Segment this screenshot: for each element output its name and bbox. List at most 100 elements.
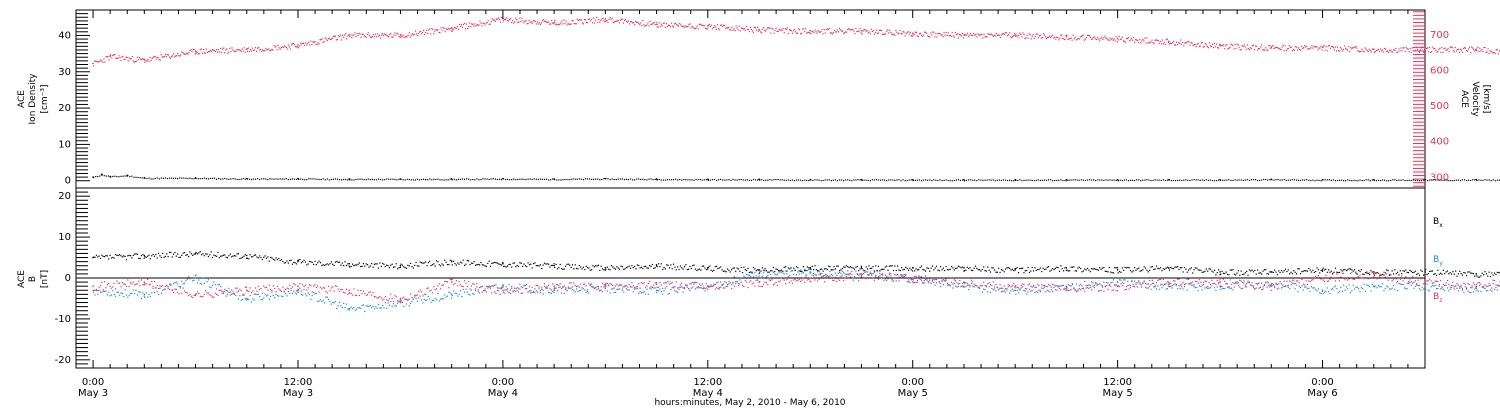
series-ion-density-point [978, 179, 980, 181]
series-ion-density-point [736, 179, 738, 181]
series-velocity-point [729, 29, 731, 31]
series-velocity-point [602, 17, 604, 19]
series-velocity-point [402, 34, 404, 36]
series-velocity-point [211, 49, 214, 51]
series-velocity-point [158, 59, 160, 61]
series-velocity-point [1487, 48, 1489, 50]
series-bx-point [313, 263, 315, 266]
series-ion-density-point [603, 178, 605, 180]
series-velocity-point [417, 33, 420, 35]
series-bx-point [682, 268, 684, 270]
series-bx-point [1007, 267, 1009, 269]
series-velocity-point [133, 61, 135, 63]
series-velocity-point [424, 33, 426, 36]
series-velocity-point [627, 20, 630, 22]
series-bx-point [1023, 272, 1025, 274]
series-velocity-point [804, 30, 806, 33]
series-ion-density-point [1412, 179, 1414, 181]
series-ion-density-point [580, 178, 582, 180]
series-bx-point [643, 265, 645, 268]
series-bx-point [1077, 267, 1079, 269]
series-velocity-point [167, 54, 170, 56]
series-velocity-point [1481, 48, 1483, 51]
series-bx-point [714, 266, 716, 268]
series-ion-density-point [1451, 180, 1453, 182]
series-bx-point [578, 264, 580, 267]
series-velocity-point [155, 58, 157, 60]
series-velocity-point [479, 20, 481, 22]
series-velocity-point [392, 36, 394, 38]
series-velocity-point [1284, 45, 1286, 47]
series-velocity-point [378, 34, 381, 36]
series-bx-point [1086, 267, 1089, 270]
series-velocity-point [1008, 34, 1010, 36]
series-ion-density-point [133, 176, 135, 178]
series-velocity-point [270, 49, 272, 51]
series-velocity-point [1370, 51, 1372, 53]
series-velocity-point [296, 46, 299, 48]
series-ion-density-point [183, 177, 185, 179]
series-ion-density-point [1086, 179, 1089, 181]
series-bx-point [488, 260, 490, 262]
series-velocity-point [322, 41, 324, 44]
series-bx-point [1498, 272, 1500, 274]
series-velocity-point [978, 34, 980, 36]
series-bx-point [999, 271, 1001, 274]
series-bx-point [1155, 265, 1158, 267]
series-velocity-point [848, 27, 850, 30]
series-bx-point [149, 258, 151, 260]
series-bx-point [102, 255, 104, 257]
series-ion-density-point [785, 179, 787, 182]
series-velocity-point [458, 23, 461, 26]
series-velocity-point [184, 53, 186, 55]
series-velocity-point [203, 52, 205, 54]
series-bx-point [430, 264, 432, 267]
series-bx-point [1381, 273, 1384, 275]
series-velocity-point [654, 24, 656, 26]
series-bx-point [580, 266, 582, 268]
series-bx-point [1134, 266, 1136, 269]
series-ion-density-point [355, 178, 357, 181]
series-velocity-point [788, 29, 790, 31]
series-ion-density-point [1320, 180, 1322, 182]
series-velocity-point [809, 32, 811, 34]
series-bx-point [1396, 271, 1399, 273]
series-velocity-point [889, 29, 891, 31]
series-velocity-point [1204, 43, 1206, 45]
series-bx-point [145, 256, 147, 258]
series-ion-density-point [1433, 179, 1435, 181]
series-velocity-point [1020, 33, 1022, 36]
series-bx-point [1344, 268, 1346, 270]
series-ion-density-point [730, 179, 732, 182]
series-ion-density-point [902, 179, 904, 181]
series-bx-point [1388, 274, 1390, 276]
series-velocity-point [781, 29, 783, 32]
series-velocity-point [851, 29, 853, 31]
series-bx-point [414, 264, 416, 266]
series-velocity-point [166, 53, 169, 56]
series-velocity-point [1379, 48, 1382, 50]
series-ion-density-point [105, 175, 107, 177]
series-velocity-point [1021, 36, 1023, 38]
series-velocity-point [711, 28, 714, 30]
series-velocity-point [268, 48, 270, 50]
series-velocity-point [192, 48, 194, 51]
series-bx-point [243, 255, 245, 257]
series-velocity-point [1316, 46, 1318, 48]
series-ion-density-point [898, 179, 900, 181]
series-velocity-point [709, 25, 712, 28]
series-velocity-point [1477, 46, 1479, 49]
series-ion-density-point [455, 179, 457, 181]
series-velocity-point [1230, 43, 1232, 45]
series-bx-point [1337, 272, 1339, 274]
series-bx-point [128, 254, 130, 256]
series-ion-density-point [933, 179, 935, 181]
series-bx-point [1258, 272, 1260, 274]
series-velocity-point [1476, 49, 1478, 52]
series-velocity-point [853, 30, 855, 32]
series-bx-point [996, 271, 998, 273]
series-velocity-anchor [1424, 48, 1426, 50]
series-ion-density-point [797, 179, 800, 181]
series-ion-density-anchor [100, 173, 103, 175]
